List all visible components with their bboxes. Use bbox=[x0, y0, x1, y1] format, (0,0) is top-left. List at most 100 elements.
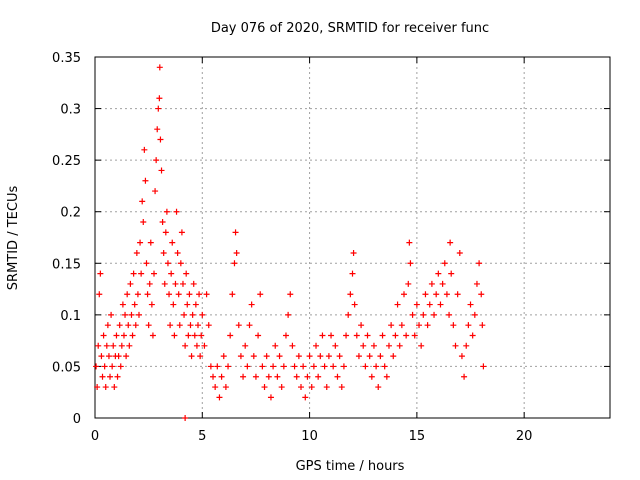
data-point bbox=[137, 239, 144, 246]
x-tick-label: 5 bbox=[198, 429, 206, 444]
data-point bbox=[255, 332, 262, 339]
data-point bbox=[184, 301, 191, 308]
data-point bbox=[385, 342, 392, 349]
data-point bbox=[94, 384, 101, 391]
data-point bbox=[244, 363, 251, 370]
data-point bbox=[364, 332, 371, 339]
data-point bbox=[113, 332, 120, 339]
data-point bbox=[235, 322, 242, 329]
data-point bbox=[461, 373, 468, 380]
data-point bbox=[289, 342, 296, 349]
data-point bbox=[418, 342, 425, 349]
data-point bbox=[216, 394, 223, 401]
data-point bbox=[287, 291, 294, 298]
data-point bbox=[120, 332, 127, 339]
data-point bbox=[366, 353, 373, 360]
data-point bbox=[439, 280, 446, 287]
data-point bbox=[300, 363, 307, 370]
y-tick-label: 0.05 bbox=[52, 360, 81, 375]
data-point bbox=[176, 322, 183, 329]
data-point bbox=[330, 363, 337, 370]
data-point bbox=[203, 291, 210, 298]
data-point bbox=[205, 322, 212, 329]
data-point bbox=[317, 353, 324, 360]
data-point bbox=[142, 177, 149, 184]
data-point bbox=[174, 249, 181, 256]
data-point bbox=[105, 353, 112, 360]
data-point bbox=[403, 332, 410, 339]
data-point bbox=[201, 342, 208, 349]
data-point bbox=[304, 373, 311, 380]
data-point bbox=[405, 280, 412, 287]
data-point bbox=[167, 322, 174, 329]
data-point bbox=[267, 394, 274, 401]
data-point bbox=[265, 373, 272, 380]
data-point bbox=[368, 373, 375, 380]
data-point bbox=[433, 291, 440, 298]
data-point bbox=[220, 353, 227, 360]
data-point bbox=[160, 249, 167, 256]
data-point bbox=[169, 239, 176, 246]
data-point bbox=[465, 322, 472, 329]
data-point bbox=[426, 301, 433, 308]
data-point bbox=[114, 373, 121, 380]
data-point bbox=[246, 322, 253, 329]
y-tick-label: 0.3 bbox=[60, 103, 81, 118]
data-point bbox=[375, 384, 382, 391]
data-point bbox=[437, 301, 444, 308]
data-point bbox=[338, 384, 345, 391]
x-tick-label: 20 bbox=[516, 429, 533, 444]
data-point bbox=[232, 229, 239, 236]
data-point bbox=[118, 342, 125, 349]
data-point bbox=[181, 311, 188, 318]
data-point bbox=[362, 363, 369, 370]
data-point bbox=[428, 280, 435, 287]
data-point bbox=[360, 342, 367, 349]
data-point bbox=[115, 353, 122, 360]
data-point bbox=[168, 270, 175, 277]
data-point bbox=[349, 270, 356, 277]
y-tick-label: 0.15 bbox=[52, 257, 81, 272]
data-point bbox=[276, 353, 283, 360]
data-point bbox=[185, 332, 192, 339]
data-point bbox=[166, 291, 173, 298]
data-point bbox=[306, 353, 313, 360]
data-point bbox=[463, 342, 470, 349]
data-point bbox=[452, 342, 459, 349]
data-point bbox=[143, 260, 150, 267]
data-point bbox=[140, 219, 147, 226]
data-point bbox=[280, 363, 287, 370]
data-point bbox=[379, 332, 386, 339]
data-point bbox=[456, 249, 463, 256]
data-point bbox=[242, 342, 249, 349]
data-point bbox=[187, 322, 194, 329]
data-point bbox=[117, 363, 124, 370]
data-point bbox=[233, 249, 240, 256]
data-point bbox=[291, 363, 298, 370]
data-point bbox=[334, 373, 341, 380]
data-point bbox=[358, 322, 365, 329]
data-point bbox=[340, 363, 347, 370]
data-point bbox=[431, 311, 438, 318]
data-point bbox=[447, 239, 454, 246]
data-point bbox=[151, 270, 158, 277]
y-tick-label: 0.25 bbox=[52, 154, 81, 169]
data-point bbox=[175, 291, 182, 298]
y-tick-label: 0.35 bbox=[52, 51, 81, 66]
data-point bbox=[96, 291, 103, 298]
data-point bbox=[373, 363, 380, 370]
data-point bbox=[355, 353, 362, 360]
data-point bbox=[172, 280, 179, 287]
data-point bbox=[263, 353, 270, 360]
data-point bbox=[454, 291, 461, 298]
data-point bbox=[173, 208, 180, 215]
data-point bbox=[95, 342, 102, 349]
data-point bbox=[310, 363, 317, 370]
data-point bbox=[155, 105, 162, 112]
data-point bbox=[152, 188, 159, 195]
data-point bbox=[222, 384, 229, 391]
data-point bbox=[257, 291, 264, 298]
data-point bbox=[128, 311, 135, 318]
data-point bbox=[103, 342, 110, 349]
data-point bbox=[218, 373, 225, 380]
